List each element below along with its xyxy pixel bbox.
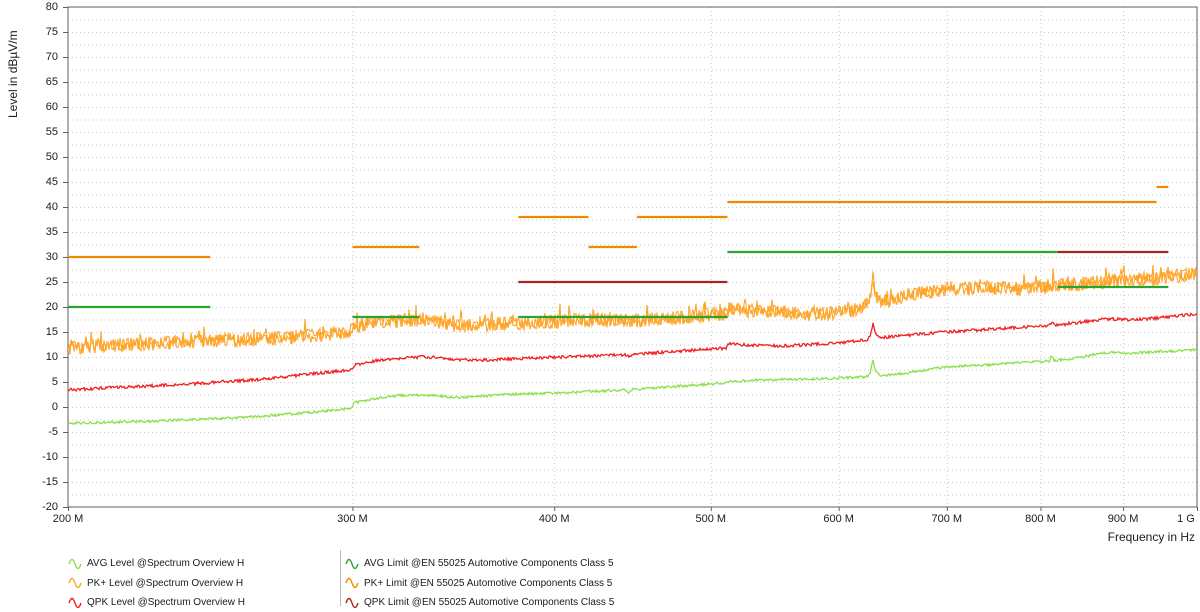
- y-tick-label: 25: [45, 276, 58, 288]
- x-tick-label: 400 M: [538, 513, 570, 525]
- y-tick-label: 35: [45, 226, 58, 238]
- legend-item-label: PK+ Limit @EN 55025 Automotive Component…: [364, 577, 613, 589]
- y-tick-label: 10: [45, 351, 58, 363]
- y-tick-label: -10: [42, 451, 58, 463]
- legend-item-label: AVG Limit @EN 55025 Automotive Component…: [364, 558, 614, 569]
- y-tick-label: 40: [45, 201, 58, 213]
- trace-avg_level: [68, 347, 1197, 426]
- legend-item-label: QPK Level @Spectrum Overview H: [87, 597, 245, 608]
- sine-wave-icon: [68, 597, 82, 608]
- legend-item-label: PK+ Level @Spectrum Overview H: [87, 577, 244, 589]
- y-tick-label: 70: [45, 51, 58, 63]
- y-tick-label: 5: [51, 376, 58, 388]
- x-axis-title: Frequency in Hz: [1107, 530, 1195, 544]
- y-axis-title: Level in dBµV/m: [6, 30, 20, 118]
- y-tick-label: 50: [45, 151, 58, 163]
- measurement-traces: [68, 264, 1197, 426]
- y-tick-label: 75: [45, 26, 58, 38]
- y-tick-label: 60: [45, 101, 58, 113]
- legend: AVG Level @Spectrum Overview H PK+ Level …: [0, 548, 1200, 608]
- trace-pk_level: [68, 266, 1197, 355]
- x-tick-label: 300 M: [337, 513, 368, 525]
- axis-tick-marks: [63, 7, 1198, 511]
- sine-wave-icon: [68, 577, 82, 589]
- limit-lines: [68, 185, 1169, 319]
- legend-item: AVG Limit @EN 55025 Automotive Component…: [345, 556, 614, 571]
- x-tick-label: 1 G: [1177, 513, 1195, 525]
- y-tick-label: 0: [51, 401, 58, 413]
- legend-item: PK+ Level @Spectrum Overview H: [68, 576, 243, 591]
- legend-item: QPK Limit @EN 55025 Automotive Component…: [345, 595, 614, 610]
- legend-column-divider: [340, 550, 341, 606]
- y-tick-label: 20: [45, 301, 58, 313]
- legend-item-label: AVG Level @Spectrum Overview H: [87, 558, 245, 569]
- sine-wave-icon: [345, 577, 359, 589]
- x-tick-label: 600 M: [823, 513, 854, 525]
- legend-item-label: QPK Limit @EN 55025 Automotive Component…: [364, 597, 615, 608]
- legend-item: AVG Level @Spectrum Overview H: [68, 556, 244, 571]
- y-tick-label: 65: [45, 76, 58, 88]
- sine-wave-icon: [68, 558, 82, 569]
- x-tick-label: 200 M: [52, 513, 84, 525]
- y-tick-label: -15: [42, 476, 58, 488]
- sine-wave-icon: [345, 558, 359, 569]
- grid-lines: [68, 7, 1197, 507]
- legend-item: PK+ Limit @EN 55025 Automotive Component…: [345, 576, 612, 591]
- legend-item: QPK Level @Spectrum Overview H: [68, 595, 245, 610]
- y-tick-label: 80: [45, 1, 58, 13]
- y-tick-label: -5: [48, 426, 58, 438]
- y-tick-label: -20: [42, 501, 58, 513]
- y-tick-label: 15: [45, 326, 58, 338]
- x-tick-label: 900 M: [1107, 513, 1139, 525]
- y-tick-label: 45: [45, 176, 58, 188]
- y-tick-label: 30: [45, 251, 58, 263]
- x-tick-label: 700 M: [931, 513, 963, 525]
- trace-qpk_level: [68, 312, 1197, 393]
- x-tick-label: 500 M: [695, 513, 727, 525]
- x-tick-label: 800 M: [1025, 513, 1056, 525]
- sine-wave-icon: [345, 597, 359, 608]
- y-tick-label: 55: [45, 126, 58, 138]
